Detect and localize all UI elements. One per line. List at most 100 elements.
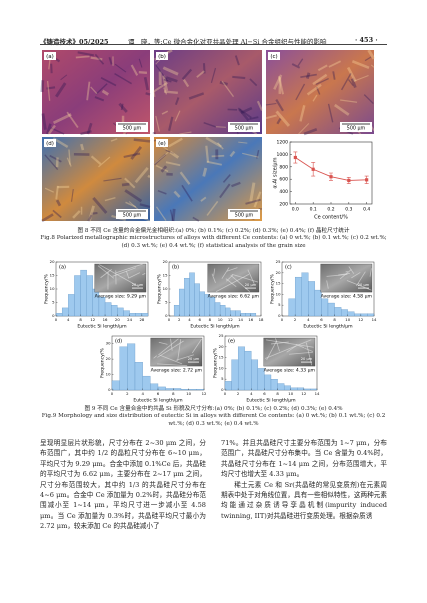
panel-label: (d) — [115, 339, 122, 345]
scale-text: 20 μm — [358, 283, 370, 287]
texture — [192, 216, 200, 222]
texture — [155, 115, 160, 132]
histogram-bar — [92, 288, 100, 317]
data-point — [347, 178, 351, 183]
texture — [175, 354, 194, 361]
texture — [265, 114, 277, 120]
scale-text: 20 μm — [188, 357, 200, 361]
texture — [300, 73, 317, 78]
histogram-bar — [194, 283, 200, 317]
texture — [90, 86, 98, 95]
texture — [215, 126, 226, 128]
sem-inset — [94, 263, 147, 293]
histogram-bar — [270, 379, 278, 391]
y-tick-label: 10 — [106, 372, 111, 377]
x-tick-label: 12 — [228, 317, 233, 322]
y-tick-label: 20 — [163, 259, 168, 264]
texture — [205, 145, 210, 163]
texture — [155, 65, 169, 82]
scale-text: 500 μm — [347, 126, 366, 132]
texture — [275, 338, 280, 352]
histogram-bar — [288, 298, 296, 317]
texture — [222, 174, 231, 183]
histogram-bar — [294, 276, 302, 317]
texture — [182, 79, 190, 88]
y-tick-label: 0 — [108, 387, 111, 392]
histogram-bar — [111, 305, 118, 317]
figures: (a) 500 μm (b) 500 μm (c) 500 μm (d) 500 μm (e) 5… — [40, 49, 377, 404]
scale-text: 20 μm — [245, 283, 257, 287]
texture — [153, 151, 169, 165]
x-tick-label: 12 — [301, 391, 306, 396]
y-tick-label: 5 — [278, 302, 281, 307]
texture — [108, 56, 113, 65]
y-tick-label: 200 — [279, 202, 288, 208]
texture — [295, 83, 306, 101]
histogram-bar — [290, 387, 298, 391]
micrograph — [42, 137, 150, 221]
texture — [219, 80, 228, 86]
scale-box — [228, 122, 260, 132]
x-tick-label: 0.3 — [345, 207, 352, 213]
label-box — [268, 52, 280, 60]
texture — [225, 278, 237, 287]
y-axis-label: Frequency/% — [44, 274, 50, 304]
y-axis-label: Frequency/% — [100, 348, 106, 378]
panel-label: (d) — [46, 141, 54, 147]
text-column: 71%。并且共晶硅尺寸主要分布范围为 1~7 μm，分布范围广，共晶硅尺寸分布集… — [221, 438, 387, 521]
texture — [100, 269, 112, 279]
y-axis-label: Frequency/% — [157, 274, 163, 304]
y-tick-label: 25 — [219, 333, 224, 338]
texture — [256, 149, 260, 159]
texture — [231, 273, 259, 283]
texture — [273, 74, 283, 90]
x-tick-label: 0 — [168, 317, 171, 322]
texture — [153, 355, 157, 359]
scale-text: 500 μm — [235, 126, 254, 132]
panel-label: (a) — [59, 265, 66, 271]
texture — [174, 97, 180, 106]
scale-text: 500 μm — [235, 213, 254, 219]
texture — [215, 273, 250, 293]
texture — [133, 138, 151, 143]
y-tick-label: 800 — [279, 164, 288, 170]
texture — [332, 71, 336, 80]
x-tick-label: 10 — [186, 391, 191, 396]
panel-label: (b) — [172, 265, 179, 271]
paragraph: 呈现明显层片状形貌，尺寸分布在 2~30 μm 之间，分布范围广，其中约 1/2… — [40, 439, 206, 531]
micrograph — [42, 50, 150, 134]
texture — [303, 127, 318, 136]
x-tick-label: 6 — [157, 391, 160, 396]
average-size: Average size: 4.33 μm — [264, 368, 316, 374]
panel-label: (c) — [270, 54, 277, 60]
histogram-bar — [184, 278, 190, 317]
texture — [249, 78, 258, 87]
texture — [249, 182, 256, 202]
texture — [143, 77, 149, 91]
texture — [153, 153, 167, 166]
x-tick-label: 2 — [178, 317, 181, 322]
texture — [205, 136, 222, 148]
texture — [242, 152, 259, 158]
texture — [94, 53, 105, 65]
x-tick-label: 14 — [315, 391, 320, 396]
texture — [276, 118, 282, 125]
texture — [47, 124, 56, 135]
histogram-bar — [245, 313, 251, 317]
histogram-bar — [173, 305, 180, 317]
x-tick-label: 8 — [276, 391, 279, 396]
texture — [138, 71, 148, 75]
label-box — [156, 139, 168, 147]
x-tick-label: 0 — [55, 317, 58, 322]
histogram-bar — [127, 343, 136, 391]
average-size: Average size: 4.58 μm — [321, 294, 373, 300]
texture — [196, 70, 205, 78]
texture — [121, 182, 130, 187]
x-tick-label: 10 — [218, 317, 223, 322]
histogram-bar — [134, 362, 143, 391]
histogram-bar — [55, 313, 63, 317]
label-box — [44, 52, 56, 60]
texture — [114, 63, 127, 73]
average-size: Average size: 2.72 μm — [151, 368, 203, 374]
